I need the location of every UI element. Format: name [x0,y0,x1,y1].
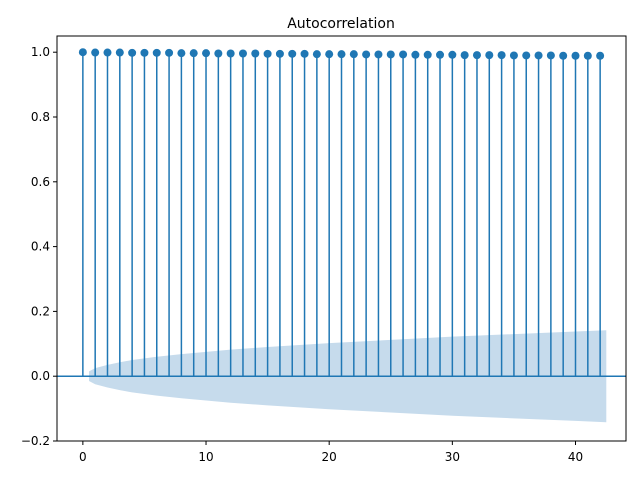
y-tick-label: −0.2 [21,434,50,448]
stem-marker-34 [497,51,506,60]
stem-marker-13 [238,49,247,58]
stem-marker-16 [275,49,284,58]
stem-marker-31 [460,51,469,60]
stem-marker-4 [128,48,137,57]
stem-marker-25 [386,50,395,59]
stem-marker-11 [214,49,223,58]
stem-marker-7 [165,48,174,57]
stem-marker-40 [571,51,580,60]
stem-marker-9 [189,49,198,58]
stem-marker-21 [337,50,346,59]
stem-marker-2 [103,48,112,57]
stem-marker-35 [509,51,518,60]
stem-marker-38 [546,51,555,60]
stem-marker-28 [423,50,432,59]
stem-marker-1 [91,48,100,57]
y-tick-label: 0.6 [31,175,50,189]
axes-frame [56,35,627,442]
x-tick-label: 10 [198,450,213,464]
x-tick-label: 40 [568,450,583,464]
chart-title: Autocorrelation [287,16,395,32]
stem-marker-42 [596,51,605,60]
stem-marker-18 [300,49,309,58]
stem-marker-8 [177,49,186,58]
stem-marker-3 [115,48,124,57]
stem-marker-30 [448,50,457,59]
y-tick-label: 0.8 [31,110,50,124]
x-tick-label: 0 [79,450,87,464]
stem-marker-19 [312,50,321,59]
y-tick-label: 1.0 [31,45,50,59]
stem-marker-0 [78,48,87,57]
stem-marker-12 [226,49,235,58]
stem-marker-26 [399,50,408,59]
stem-marker-17 [288,49,297,58]
stem-marker-5 [140,48,149,57]
stem-marker-36 [522,51,531,60]
stem-marker-37 [534,51,543,60]
y-tick-label: 0.2 [31,304,50,318]
y-tick-label: 0.0 [31,369,50,383]
stem-marker-27 [411,50,420,59]
x-tick-label: 20 [322,450,337,464]
stem-marker-22 [349,50,358,59]
y-tick-label: 0.4 [31,240,50,254]
stem-marker-6 [152,48,161,57]
stem-marker-15 [263,49,272,58]
stem-marker-41 [583,51,592,60]
stem-marker-24 [374,50,383,59]
stem-marker-32 [472,51,481,60]
stem-marker-14 [251,49,260,58]
stem-marker-33 [485,51,494,60]
plot-area [57,48,626,423]
stem-marker-29 [436,50,445,59]
axes: 0 10 20 30 40 −0.2 0.0 0.2 0.4 0.6 0.8 1.0 [21,35,627,464]
stem-marker-20 [325,50,334,59]
stem-marker-23 [362,50,371,59]
stem-marker-10 [202,49,211,58]
x-tick-label: 30 [445,450,460,464]
stem-marker-39 [559,51,568,60]
